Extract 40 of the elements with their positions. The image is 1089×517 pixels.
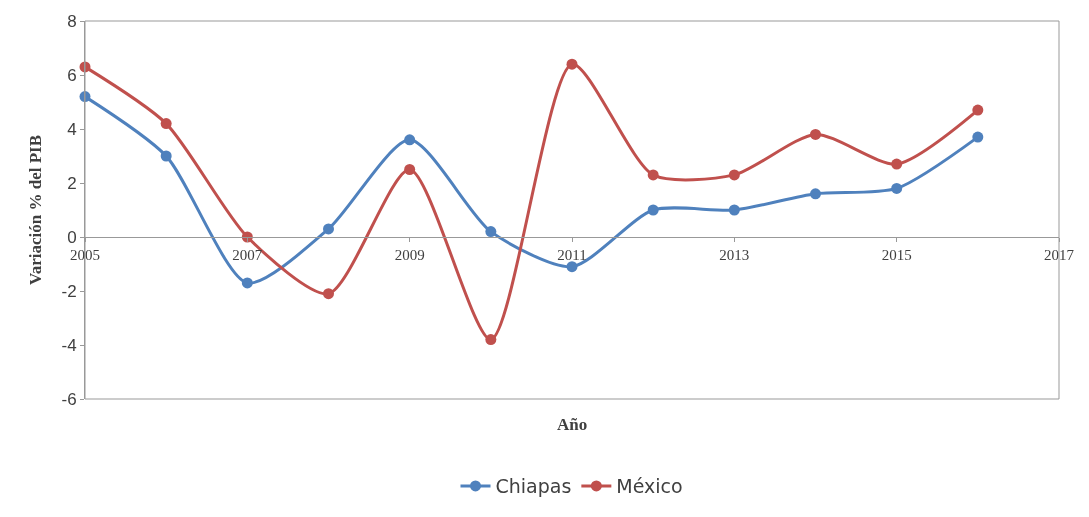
y-tick-label: 4: [67, 119, 77, 139]
point: [891, 182, 903, 194]
y-tick-label: -2: [61, 281, 77, 301]
point: [160, 118, 172, 130]
legend-label: México: [616, 475, 683, 498]
point: [404, 164, 416, 175]
point: [647, 204, 659, 216]
point: [647, 169, 659, 181]
point: [323, 223, 334, 235]
point: [810, 128, 821, 140]
x-tick-label: 2011: [557, 247, 587, 263]
x-tick-label: 2007: [232, 247, 263, 263]
point: [160, 150, 172, 162]
point: [728, 204, 740, 216]
point: [485, 334, 497, 346]
point: [485, 226, 497, 238]
point: [891, 158, 903, 170]
point: [972, 131, 984, 143]
point: [241, 277, 253, 289]
legend-label: Chiapas: [495, 475, 572, 498]
point: [566, 58, 578, 70]
x-tick-label: 2013: [719, 247, 750, 263]
y-tick-label: 0: [67, 227, 77, 247]
x-tick-label: 2017: [1044, 247, 1075, 263]
point: [566, 261, 578, 273]
y-tick-label: -6: [61, 389, 77, 409]
point: [323, 288, 334, 300]
y-axis-title: Variación % del PIB: [26, 134, 46, 286]
y-tick-label: 6: [67, 65, 77, 85]
point: [972, 104, 984, 116]
y-tick-label: 8: [67, 11, 77, 31]
point: [404, 134, 416, 146]
x-tick-label: 2015: [881, 247, 912, 263]
x-tick-label: 2005: [70, 247, 100, 263]
y-tick-label: -4: [61, 335, 77, 355]
point: [728, 169, 740, 181]
x-axis-title: Año: [557, 415, 588, 434]
y-tick-label: 2: [67, 173, 77, 193]
point: [810, 188, 821, 200]
x-tick-label: 2009: [394, 247, 425, 263]
